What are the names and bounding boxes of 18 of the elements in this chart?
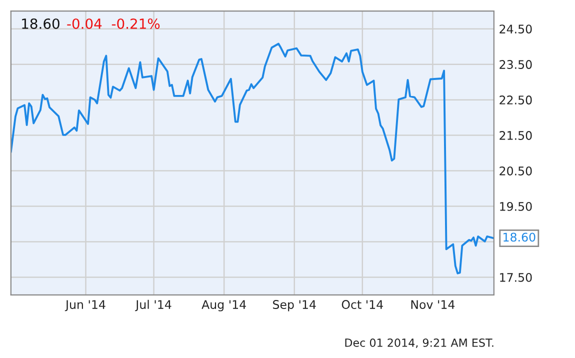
line-series xyxy=(10,42,494,274)
x-tick-label: Aug '14 xyxy=(202,300,246,312)
y-tick-label: 23.50 xyxy=(500,60,532,69)
x-tick-label: Oct '14 xyxy=(342,300,383,309)
x-tick-label: Nov '14 xyxy=(411,300,455,309)
y-tick-label: 17.50 xyxy=(500,272,532,282)
data-label: 18.60 xyxy=(504,232,536,242)
y-tick-label: 22.50 xyxy=(500,96,532,104)
chart-title: 18.60 xyxy=(22,18,60,29)
y-tick-label: 19.50 xyxy=(500,202,532,211)
y-tick-label: 20.50 xyxy=(500,166,532,176)
x-tick-label: Jul '14 xyxy=(135,300,172,312)
x-tick-label: Sep '14 xyxy=(273,300,316,312)
y-tick-label: 24.50 xyxy=(500,24,532,34)
text: Dec 01 2014, 9:21 AM EST. xyxy=(345,338,494,348)
chart-subtitle: -0.04 -0.21% xyxy=(67,18,160,29)
x-tick-label: Jun '14 xyxy=(64,300,106,312)
y-tick-label: 21.50 xyxy=(500,131,532,140)
